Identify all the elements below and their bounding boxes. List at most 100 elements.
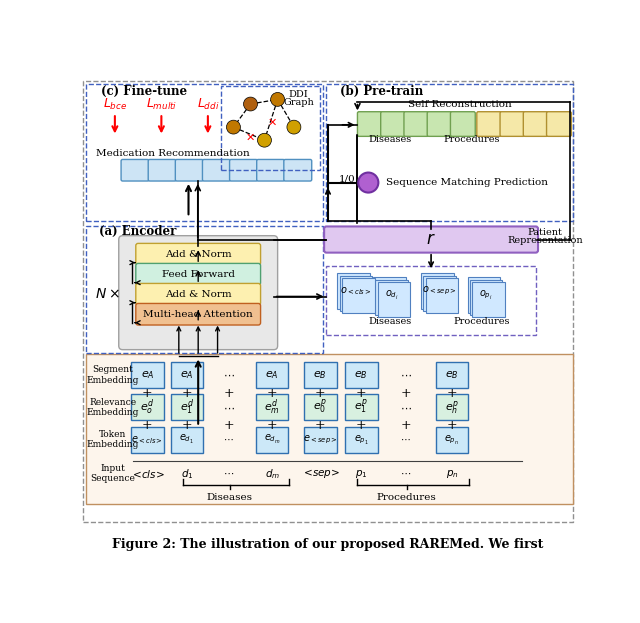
Text: $e_{p_n}$: $e_{p_n}$ bbox=[445, 433, 460, 446]
Text: +: + bbox=[267, 387, 278, 400]
Text: $o_{<cls>}$: $o_{<cls>}$ bbox=[340, 285, 372, 297]
Bar bbox=[256, 362, 289, 388]
Text: $d_1$: $d_1$ bbox=[180, 467, 193, 480]
Text: 1/0: 1/0 bbox=[339, 174, 356, 183]
Text: +: + bbox=[223, 387, 234, 400]
Text: $e_B$: $e_B$ bbox=[355, 369, 368, 381]
Text: +: + bbox=[447, 419, 458, 432]
Bar bbox=[86, 353, 573, 503]
Bar bbox=[423, 276, 456, 311]
FancyBboxPatch shape bbox=[500, 112, 525, 136]
FancyBboxPatch shape bbox=[136, 283, 260, 305]
Text: $e_{d_m}$: $e_{d_m}$ bbox=[264, 433, 280, 446]
FancyBboxPatch shape bbox=[202, 159, 230, 181]
Bar bbox=[375, 280, 408, 315]
Text: Diseases: Diseases bbox=[207, 493, 253, 502]
FancyBboxPatch shape bbox=[121, 159, 149, 181]
Bar bbox=[436, 394, 468, 421]
Text: $L_{ddi}$: $L_{ddi}$ bbox=[196, 97, 219, 112]
Bar bbox=[470, 280, 502, 315]
Text: $\cdots$: $\cdots$ bbox=[400, 435, 411, 444]
Text: $\cdots$: $\cdots$ bbox=[400, 469, 411, 478]
Text: $e_0^p$: $e_0^p$ bbox=[314, 398, 327, 417]
Bar bbox=[426, 278, 458, 313]
Text: $<\!cls\!>$: $<\!cls\!>$ bbox=[130, 468, 165, 480]
Text: +: + bbox=[315, 387, 326, 400]
FancyBboxPatch shape bbox=[119, 235, 278, 350]
Text: (a) Encoder: (a) Encoder bbox=[99, 226, 176, 239]
Bar bbox=[304, 362, 337, 388]
Text: $o_{<sep>}$: $o_{<sep>}$ bbox=[422, 285, 457, 297]
FancyBboxPatch shape bbox=[230, 159, 257, 181]
Bar bbox=[256, 394, 289, 421]
Text: $e_{d_1}$: $e_{d_1}$ bbox=[179, 433, 195, 446]
Text: +: + bbox=[400, 387, 411, 400]
Text: Procedures: Procedures bbox=[377, 493, 436, 502]
Text: $p_n$: $p_n$ bbox=[445, 468, 458, 480]
Text: $e_1^p$: $e_1^p$ bbox=[355, 398, 368, 417]
Text: $e_B$: $e_B$ bbox=[314, 369, 327, 381]
FancyBboxPatch shape bbox=[136, 244, 260, 265]
FancyBboxPatch shape bbox=[381, 112, 406, 136]
Bar bbox=[345, 427, 378, 453]
Text: +: + bbox=[142, 419, 153, 432]
Text: $o_{p_i}$: $o_{p_i}$ bbox=[479, 288, 493, 302]
FancyBboxPatch shape bbox=[358, 112, 382, 136]
Text: ✕: ✕ bbox=[268, 118, 277, 128]
Circle shape bbox=[271, 92, 285, 107]
FancyBboxPatch shape bbox=[148, 159, 176, 181]
Text: $N\times$: $N\times$ bbox=[95, 287, 120, 301]
Text: $e_A$: $e_A$ bbox=[141, 369, 154, 381]
Text: $\cdots$: $\cdots$ bbox=[223, 469, 234, 478]
Text: (c) Fine-tune: (c) Fine-tune bbox=[101, 85, 187, 98]
Text: +: + bbox=[223, 419, 234, 432]
FancyBboxPatch shape bbox=[477, 112, 502, 136]
Bar bbox=[86, 84, 323, 221]
Bar bbox=[373, 277, 406, 313]
Text: (b) Pre-train: (b) Pre-train bbox=[340, 85, 423, 98]
Text: $d_m$: $d_m$ bbox=[264, 467, 280, 480]
Circle shape bbox=[287, 120, 301, 134]
Circle shape bbox=[257, 133, 271, 147]
Text: Segment
Embedding: Segment Embedding bbox=[86, 365, 139, 385]
Text: $e_A$: $e_A$ bbox=[266, 369, 279, 381]
Text: $e_A$: $e_A$ bbox=[180, 369, 194, 381]
Text: Multi-head Attention: Multi-head Attention bbox=[143, 310, 253, 319]
Bar bbox=[345, 394, 378, 421]
Bar bbox=[436, 362, 468, 388]
FancyBboxPatch shape bbox=[451, 112, 476, 136]
Bar bbox=[304, 427, 337, 453]
Text: $p_1$: $p_1$ bbox=[355, 468, 367, 480]
Text: Figure 2: The illustration of our proposed RAREMed. We first: Figure 2: The illustration of our propos… bbox=[112, 538, 544, 551]
Text: $L_{multi}$: $L_{multi}$ bbox=[146, 97, 177, 112]
FancyBboxPatch shape bbox=[324, 226, 538, 253]
Bar bbox=[421, 273, 454, 309]
Text: DDI: DDI bbox=[289, 90, 308, 99]
Bar bbox=[131, 394, 164, 421]
Text: +: + bbox=[356, 419, 367, 432]
Text: +: + bbox=[356, 387, 367, 400]
FancyBboxPatch shape bbox=[524, 112, 548, 136]
Text: Relevance
Embedding: Relevance Embedding bbox=[86, 397, 139, 417]
Bar bbox=[131, 362, 164, 388]
Text: Input
Sequence: Input Sequence bbox=[90, 464, 135, 483]
Text: $\mathbf{\mathit{r}}$: $\mathbf{\mathit{r}}$ bbox=[426, 231, 436, 248]
Text: +: + bbox=[267, 419, 278, 432]
Bar bbox=[342, 278, 374, 313]
Text: +: + bbox=[315, 419, 326, 432]
Bar bbox=[171, 362, 204, 388]
Text: $e_{<sep>}$: $e_{<sep>}$ bbox=[303, 434, 338, 446]
Text: +: + bbox=[182, 387, 192, 400]
Text: $o_{d_i}$: $o_{d_i}$ bbox=[385, 288, 398, 302]
Bar bbox=[256, 427, 289, 453]
Text: Medication Recommendation: Medication Recommendation bbox=[96, 149, 250, 158]
Text: Token
Embedding: Token Embedding bbox=[86, 430, 139, 449]
Text: Graph: Graph bbox=[283, 98, 314, 107]
Text: $e_m^d$: $e_m^d$ bbox=[264, 397, 280, 417]
Text: Add & Norm: Add & Norm bbox=[165, 250, 232, 259]
Bar bbox=[171, 427, 204, 453]
Text: $e_1^d$: $e_1^d$ bbox=[180, 397, 194, 417]
Text: $\cdots$: $\cdots$ bbox=[223, 370, 235, 380]
FancyBboxPatch shape bbox=[136, 264, 260, 285]
Bar bbox=[171, 394, 204, 421]
